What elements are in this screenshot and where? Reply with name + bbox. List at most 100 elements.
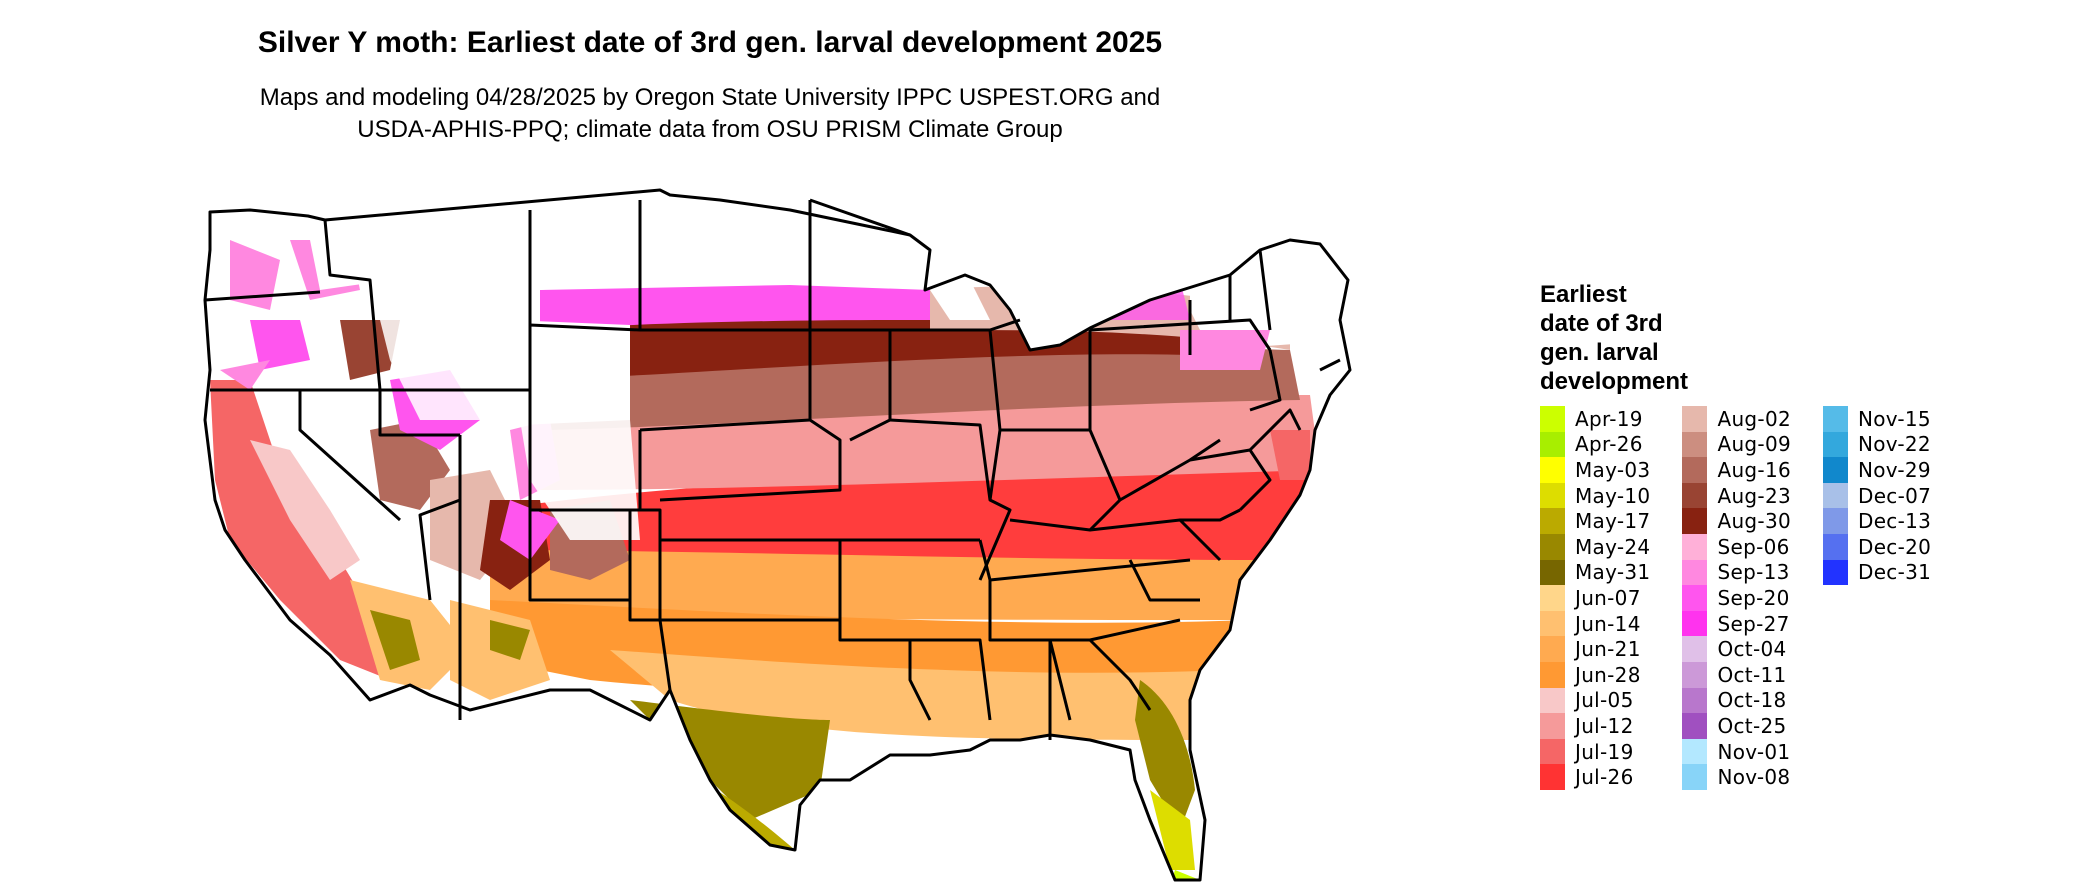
legend-item: Dec-20 [1823,533,1932,560]
legend-item: Sep-13 [1682,559,1791,586]
legend-column: Apr-19 Apr-26 May-03 May-10 May-17 May-24 May-… [1540,406,1650,790]
legend-swatch [1823,533,1848,560]
legend-label: Nov-15 [1858,406,1931,431]
legend-item: Nov-15 [1823,406,1931,432]
legend-item: Oct-11 [1682,661,1791,688]
legend-swatch [1823,431,1848,458]
legend-label: Aug-23 [1717,483,1791,508]
legend-swatch [1682,533,1708,560]
legend-label: Oct-25 [1717,713,1787,738]
legend-label: Jun-07 [1575,585,1641,610]
legend-swatch [1540,661,1565,688]
legend-item: May-03 [1540,457,1650,483]
legend-item: Jul-12 [1540,713,1650,739]
legend-item: Oct-18 [1682,687,1791,714]
legend-label: Aug-16 [1717,457,1791,482]
legend-item: Aug-23 [1682,482,1791,509]
legend-swatch [1540,636,1565,662]
legend-title-line: Earliest [1540,281,1627,308]
legend-title-line: date of 3rd [1540,310,1663,337]
map-title: Silver Y moth: Earliest date of 3rd gen.… [257,26,1163,59]
us-map [190,180,1550,890]
legend-swatch [1682,457,1708,483]
legend-item: Apr-19 [1540,406,1650,432]
legend-swatch [1823,559,1848,586]
legend-label: Apr-19 [1575,406,1643,431]
legend-swatch [1540,533,1565,560]
legend-title-line: gen. larval [1540,339,1659,366]
legend-item: Dec-07 [1823,482,1931,509]
legend: Earliest date of 3rd gen. larval develop… [1540,280,1931,790]
legend-swatch [1823,482,1848,509]
legend-label: Jun-21 [1575,637,1641,662]
legend-swatch [1540,687,1565,714]
legend-title: Earliest date of 3rd gen. larval develop… [1540,280,1720,396]
legend-label: Nov-22 [1858,432,1931,457]
legend-swatch [1682,738,1708,765]
legend-label: Jul-19 [1575,739,1634,764]
legend-label: May-31 [1575,560,1651,585]
legend-item: Dec-31 [1823,559,1932,586]
legend-item: Apr-26 [1540,431,1650,458]
legend-item: Aug-16 [1682,457,1791,483]
legend-item: Jun-07 [1540,585,1650,611]
legend-item: May-31 [1540,559,1651,586]
legend-swatch [1682,610,1708,637]
legend-label: May-10 [1575,483,1651,508]
legend-label: Oct-11 [1717,662,1787,687]
legend-item: Nov-08 [1682,764,1791,790]
legend-label: May-17 [1575,509,1651,534]
legend-item: Sep-27 [1682,610,1791,637]
legend-columns: Apr-19 Apr-26 May-03 May-10 May-17 May-24 May-… [1540,406,1931,790]
legend-item: Jun-28 [1540,661,1650,688]
legend-swatch [1540,482,1565,509]
legend-swatch [1540,508,1565,534]
legend-item: Aug-02 [1682,406,1791,432]
legend-item: Oct-04 [1682,636,1791,662]
legend-item: May-10 [1540,482,1651,509]
legend-label: Jul-05 [1575,688,1634,713]
legend-swatch [1540,406,1565,432]
legend-item: Sep-06 [1682,533,1791,560]
legend-label: Nov-29 [1858,457,1931,482]
legend-label: Apr-26 [1575,432,1643,457]
legend-item: Nov-01 [1682,738,1791,765]
map-subtitle-line-2: USDA-APHIS-PPQ; climate data from OSU PR… [357,116,1063,143]
legend-swatch [1682,585,1708,611]
legend-swatch [1823,457,1848,483]
legend-swatch [1540,585,1565,611]
legend-item: Jul-05 [1540,687,1650,714]
legend-label: Dec-20 [1858,534,1932,559]
legend-swatch [1682,636,1708,662]
legend-swatch [1540,738,1565,765]
legend-item: Aug-09 [1682,431,1791,458]
legend-label: Aug-02 [1717,406,1791,431]
legend-label: Jul-26 [1575,765,1634,790]
legend-item: Oct-25 [1682,713,1791,739]
legend-item: Nov-22 [1823,431,1931,458]
legend-item: Jun-21 [1540,636,1650,662]
legend-label: Oct-04 [1717,637,1787,662]
legend-swatch [1682,508,1708,534]
legend-swatch [1682,482,1708,509]
legend-item: Dec-13 [1823,508,1931,534]
legend-item: Aug-30 [1682,508,1791,534]
legend-swatch [1682,559,1708,586]
legend-title-line: development [1540,368,1689,395]
legend-label: Nov-08 [1717,765,1791,790]
legend-swatch [1682,713,1708,739]
legend-label: Jul-12 [1575,713,1634,738]
legend-item: Sep-20 [1682,585,1791,611]
legend-swatch [1540,713,1565,739]
legend-swatch [1682,661,1708,688]
legend-label: Aug-09 [1717,432,1791,457]
legend-label: Dec-13 [1858,509,1932,534]
legend-swatch [1682,764,1708,790]
legend-swatch [1682,406,1708,432]
legend-label: Jun-14 [1575,611,1641,636]
legend-label: Aug-30 [1717,509,1791,534]
legend-swatch [1682,687,1708,714]
legend-label: Dec-31 [1858,560,1932,585]
legend-item: Jun-14 [1540,610,1650,637]
legend-column: Nov-15 Nov-22 Nov-29 Dec-07 Dec-13 Dec-20 Dec-… [1823,406,1931,790]
